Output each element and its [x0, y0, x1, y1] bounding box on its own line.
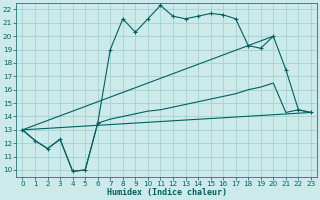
X-axis label: Humidex (Indice chaleur): Humidex (Indice chaleur)	[107, 188, 227, 197]
